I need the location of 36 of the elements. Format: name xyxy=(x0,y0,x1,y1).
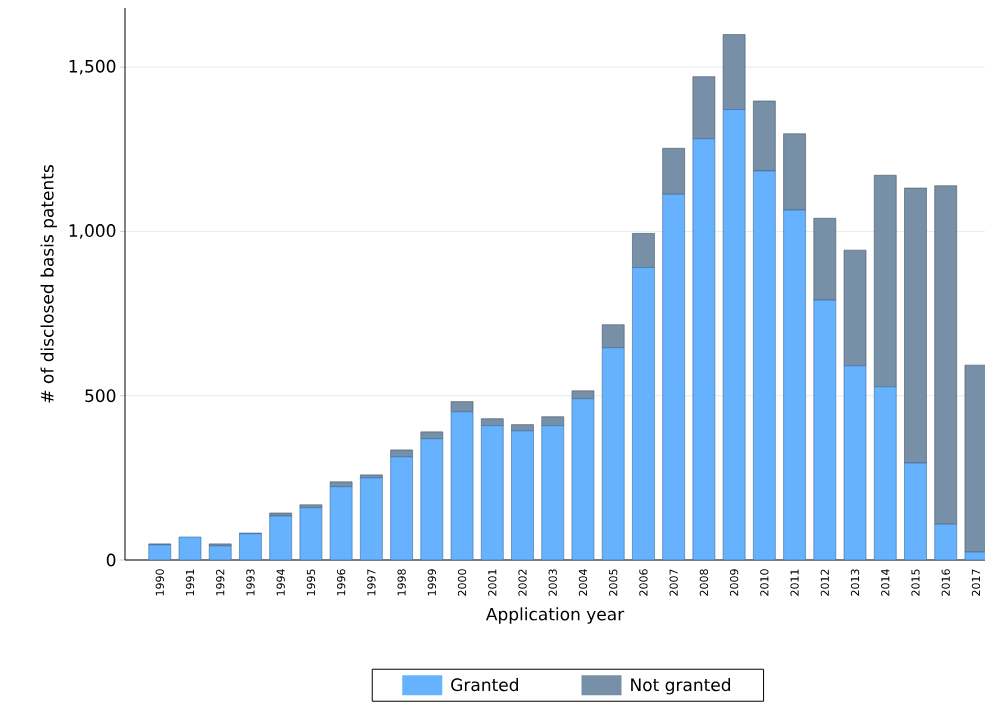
legend-label: Not granted xyxy=(631,678,731,695)
x-tick-label: 2010 xyxy=(760,569,769,596)
x-tick-label: 2009 xyxy=(729,569,739,596)
x-tick-label: 2016 xyxy=(941,569,950,596)
x-tick-label: 1993 xyxy=(246,569,255,596)
x-tick-label: 1996 xyxy=(336,569,346,596)
x-tick-label: 1998 xyxy=(397,569,406,596)
x-tick-label: 2000 xyxy=(457,569,467,596)
x-tick-label: 2007 xyxy=(669,569,678,596)
x-tick-label: 2015 xyxy=(911,569,920,596)
y-axis-title: # of disclosed basis patents xyxy=(40,165,57,403)
x-tick-label: 2017 xyxy=(971,569,981,596)
x-tick-label: 1999 xyxy=(427,569,436,596)
x-tick-label: 2011 xyxy=(790,569,799,596)
x-tick-label: 2001 xyxy=(488,569,497,596)
x-tick-label: 2012 xyxy=(820,569,829,596)
x-tick-label: 2005 xyxy=(609,569,618,596)
x-tick-label: 2013 xyxy=(850,569,860,596)
x-tick-label: 1991 xyxy=(185,569,195,596)
x-tick-label: 1990 xyxy=(155,569,164,596)
y-tick-label: 500 xyxy=(85,389,116,403)
x-tick-label: 2006 xyxy=(639,569,648,596)
x-tick-label: 2002 xyxy=(518,569,527,596)
y-tick-label: 1,000 xyxy=(69,224,116,239)
x-tick-label: 2008 xyxy=(699,569,709,596)
x-tick-label: 2003 xyxy=(548,569,557,596)
x-tick-label: 2004 xyxy=(578,569,588,596)
x-tick-label: 1992 xyxy=(216,569,225,596)
x-tick-label: 1995 xyxy=(306,569,316,596)
x-axis-title: Application year xyxy=(485,607,625,624)
y-tick-label: 0 xyxy=(106,553,116,567)
legend-label: Granted xyxy=(451,678,518,692)
x-tick-label: 1994 xyxy=(276,569,285,596)
x-tick-label: 1997 xyxy=(367,569,376,596)
y-tick-label: 1,500 xyxy=(69,59,116,75)
x-tick-label: 2014 xyxy=(881,569,890,596)
